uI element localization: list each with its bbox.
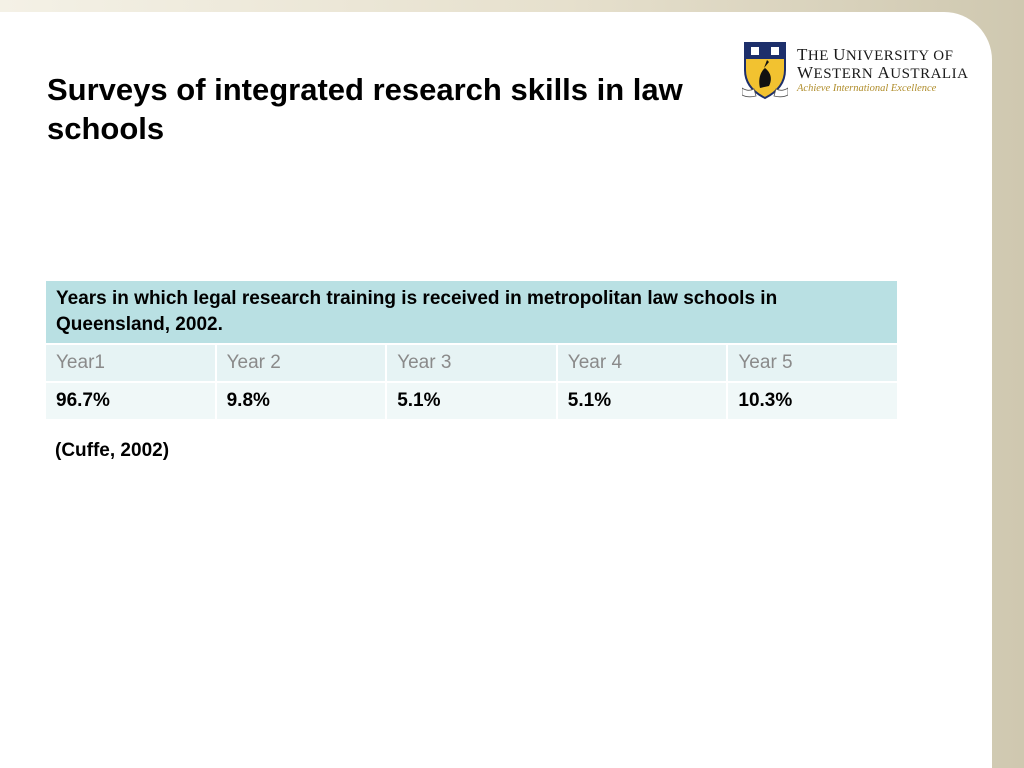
research-training-table: Years in which legal research training i…	[44, 279, 899, 421]
slide-title: Surveys of integrated research skills in…	[47, 72, 683, 146]
column-header: Year 4	[555, 343, 729, 383]
table-cell: 5.1%	[555, 381, 729, 421]
table-caption-row: Years in which legal research training i…	[44, 279, 899, 345]
university-logo: THE UNIVERSITY OF WESTERN AUSTRALIA Achi…	[742, 40, 972, 102]
table-caption: Years in which legal research training i…	[44, 279, 899, 345]
column-header: Year 5	[726, 343, 899, 383]
university-crest-icon	[742, 42, 788, 100]
university-name-line1: THE UNIVERSITY OF	[797, 45, 954, 64]
table-row: 96.7% 9.8% 5.1% 5.1% 10.3%	[44, 381, 899, 421]
table-cell: 5.1%	[385, 381, 558, 421]
column-header: Year 2	[214, 343, 388, 383]
university-tagline: Achieve International Excellence	[797, 83, 937, 94]
university-name-line2: WESTERN AUSTRALIA	[797, 63, 969, 82]
table-cell: 10.3%	[726, 381, 899, 421]
table-cell: 9.8%	[214, 381, 388, 421]
column-header: Year1	[44, 343, 217, 383]
table-header-row: Year1 Year 2 Year 3 Year 4 Year 5	[44, 343, 899, 383]
table-cell: 96.7%	[44, 381, 217, 421]
column-header: Year 3	[385, 343, 558, 383]
citation: (Cuffe, 2002)	[55, 440, 170, 461]
